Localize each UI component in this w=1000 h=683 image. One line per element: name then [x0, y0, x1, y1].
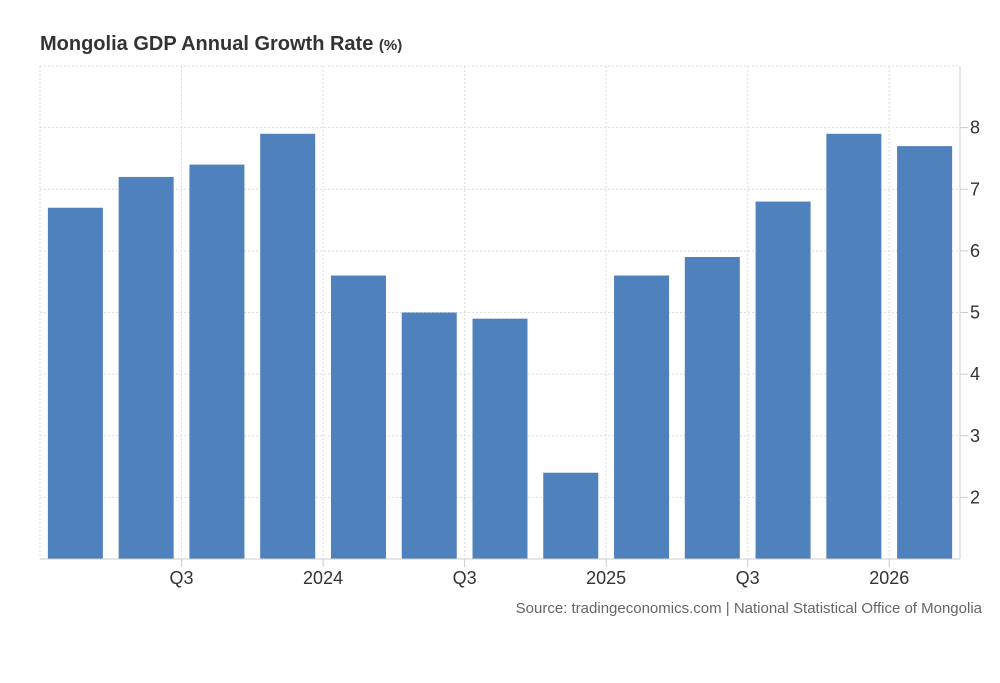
x-tick-label: Q3	[170, 568, 194, 588]
bar-2023-q2[interactable]	[118, 176, 174, 560]
bar-2024-q3[interactable]	[472, 318, 528, 559]
bars	[47, 133, 953, 560]
bar-2025-q2[interactable]	[684, 257, 740, 559]
y-tick-label: 6	[970, 241, 980, 261]
y-tick-label: 4	[970, 364, 980, 384]
y-tick-label: 7	[970, 179, 980, 199]
bar-2025-q3[interactable]	[755, 201, 811, 559]
x-tick-label: 2025	[586, 568, 626, 588]
y-tick-label: 5	[970, 303, 980, 323]
y-tick-label: 2	[970, 487, 980, 507]
y-tick-label: 8	[970, 118, 980, 138]
bar-2023-q4[interactable]	[260, 133, 316, 559]
x-tick-label: 2026	[869, 568, 909, 588]
y-axis-ticks: 2 3 4 5 6 7 8	[960, 118, 980, 507]
bar-2023-q1[interactable]	[47, 207, 103, 560]
bar-2024-q2[interactable]	[401, 312, 457, 560]
bar-2024-q1[interactable]	[330, 275, 386, 559]
bar-2023-q3[interactable]	[189, 164, 245, 559]
chart-title-unit: (%)	[378, 37, 403, 54]
bar-2025-q4[interactable]	[826, 133, 882, 559]
y-tick-label: 3	[970, 426, 980, 446]
x-tick-label: 2024	[303, 568, 343, 588]
bar-2026-q1[interactable]	[897, 146, 953, 560]
chart-title-text: Mongolia GDP Annual Growth Rate	[40, 33, 374, 55]
bar-2024-q4[interactable]	[543, 472, 599, 559]
source-note: Source: tradingeconomics.com | National …	[515, 600, 982, 617]
x-axis-ticks: Q3 2024 Q3 2025 Q3 2026	[170, 559, 909, 588]
x-tick-label: Q3	[736, 568, 760, 588]
bar-chart: 2 3 4 5 6 7 8 Q3 2024 Q3 2025 Q3 2026	[39, 65, 980, 588]
chart-title: Mongolia GDP Annual Growth Rate (%)	[40, 33, 402, 56]
bar-2025-q1[interactable]	[614, 275, 670, 559]
x-tick-label: Q3	[453, 568, 477, 588]
